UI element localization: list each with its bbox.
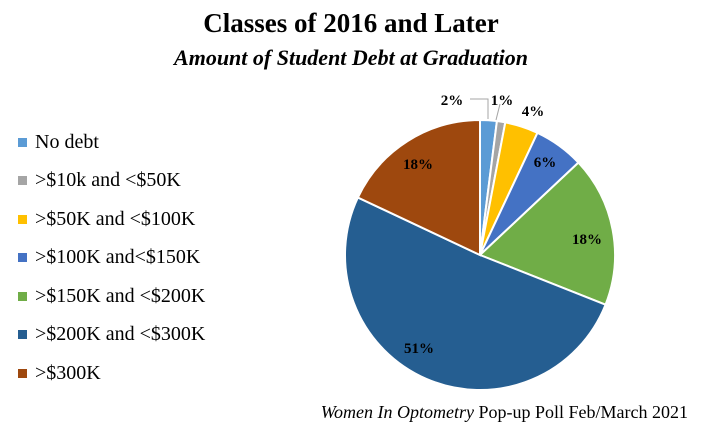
- chart-subtitle: Amount of Student Debt at Graduation: [174, 45, 528, 70]
- legend: No debt >$10k and <$50K >$50K and <$100K >$…: [18, 123, 205, 393]
- legend-label: >$10k and <$50K: [35, 169, 181, 192]
- source-publication: Women In Optometry: [320, 402, 474, 422]
- legend-label: No debt: [35, 130, 99, 153]
- pie-slice: [356, 118, 481, 257]
- legend-label: >$300K: [35, 361, 101, 384]
- data-label: 6%: [534, 155, 557, 171]
- data-label: 18%: [572, 232, 602, 248]
- legend-item: >$50K and <$100K: [18, 200, 205, 239]
- legend-swatch: [18, 176, 27, 186]
- legend-item: >$200K and <$300K: [18, 316, 205, 355]
- source-text: Pop-up Poll Feb/March 2021: [474, 402, 689, 422]
- legend-item: >$10k and <$50K: [18, 162, 205, 201]
- legend-label: >$100K and<$150K: [35, 246, 201, 269]
- legend-label: >$50K and <$100K: [35, 207, 196, 230]
- source-note: Women In Optometry Pop-up Poll Feb/March…: [321, 402, 688, 423]
- legend-swatch: [18, 137, 27, 147]
- legend-swatch: [18, 291, 27, 301]
- legend-swatch: [18, 368, 27, 378]
- legend-item: >$100K and<$150K: [18, 239, 205, 278]
- data-label: 4%: [522, 104, 545, 120]
- data-label: 18%: [403, 157, 433, 173]
- legend-label: >$150K and <$200K: [35, 284, 206, 307]
- data-label: 2%: [441, 93, 464, 109]
- legend-item: No debt: [18, 123, 205, 162]
- legend-swatch: [18, 253, 27, 263]
- legend-swatch: [18, 214, 27, 224]
- data-label: 1%: [491, 93, 514, 109]
- legend-swatch: [18, 330, 27, 340]
- legend-item: >$150K and <$200K: [18, 277, 205, 316]
- chart-title: Classes of 2016 and Later: [203, 8, 499, 38]
- label-leader-line: [495, 103, 501, 121]
- legend-item: >$300K: [18, 354, 205, 393]
- legend-label: >$200K and <$300K: [35, 323, 206, 346]
- pie-slice: [344, 196, 607, 391]
- label-leader-line: [470, 98, 489, 119]
- pie-slice: [478, 161, 616, 306]
- data-label: 51%: [404, 341, 434, 357]
